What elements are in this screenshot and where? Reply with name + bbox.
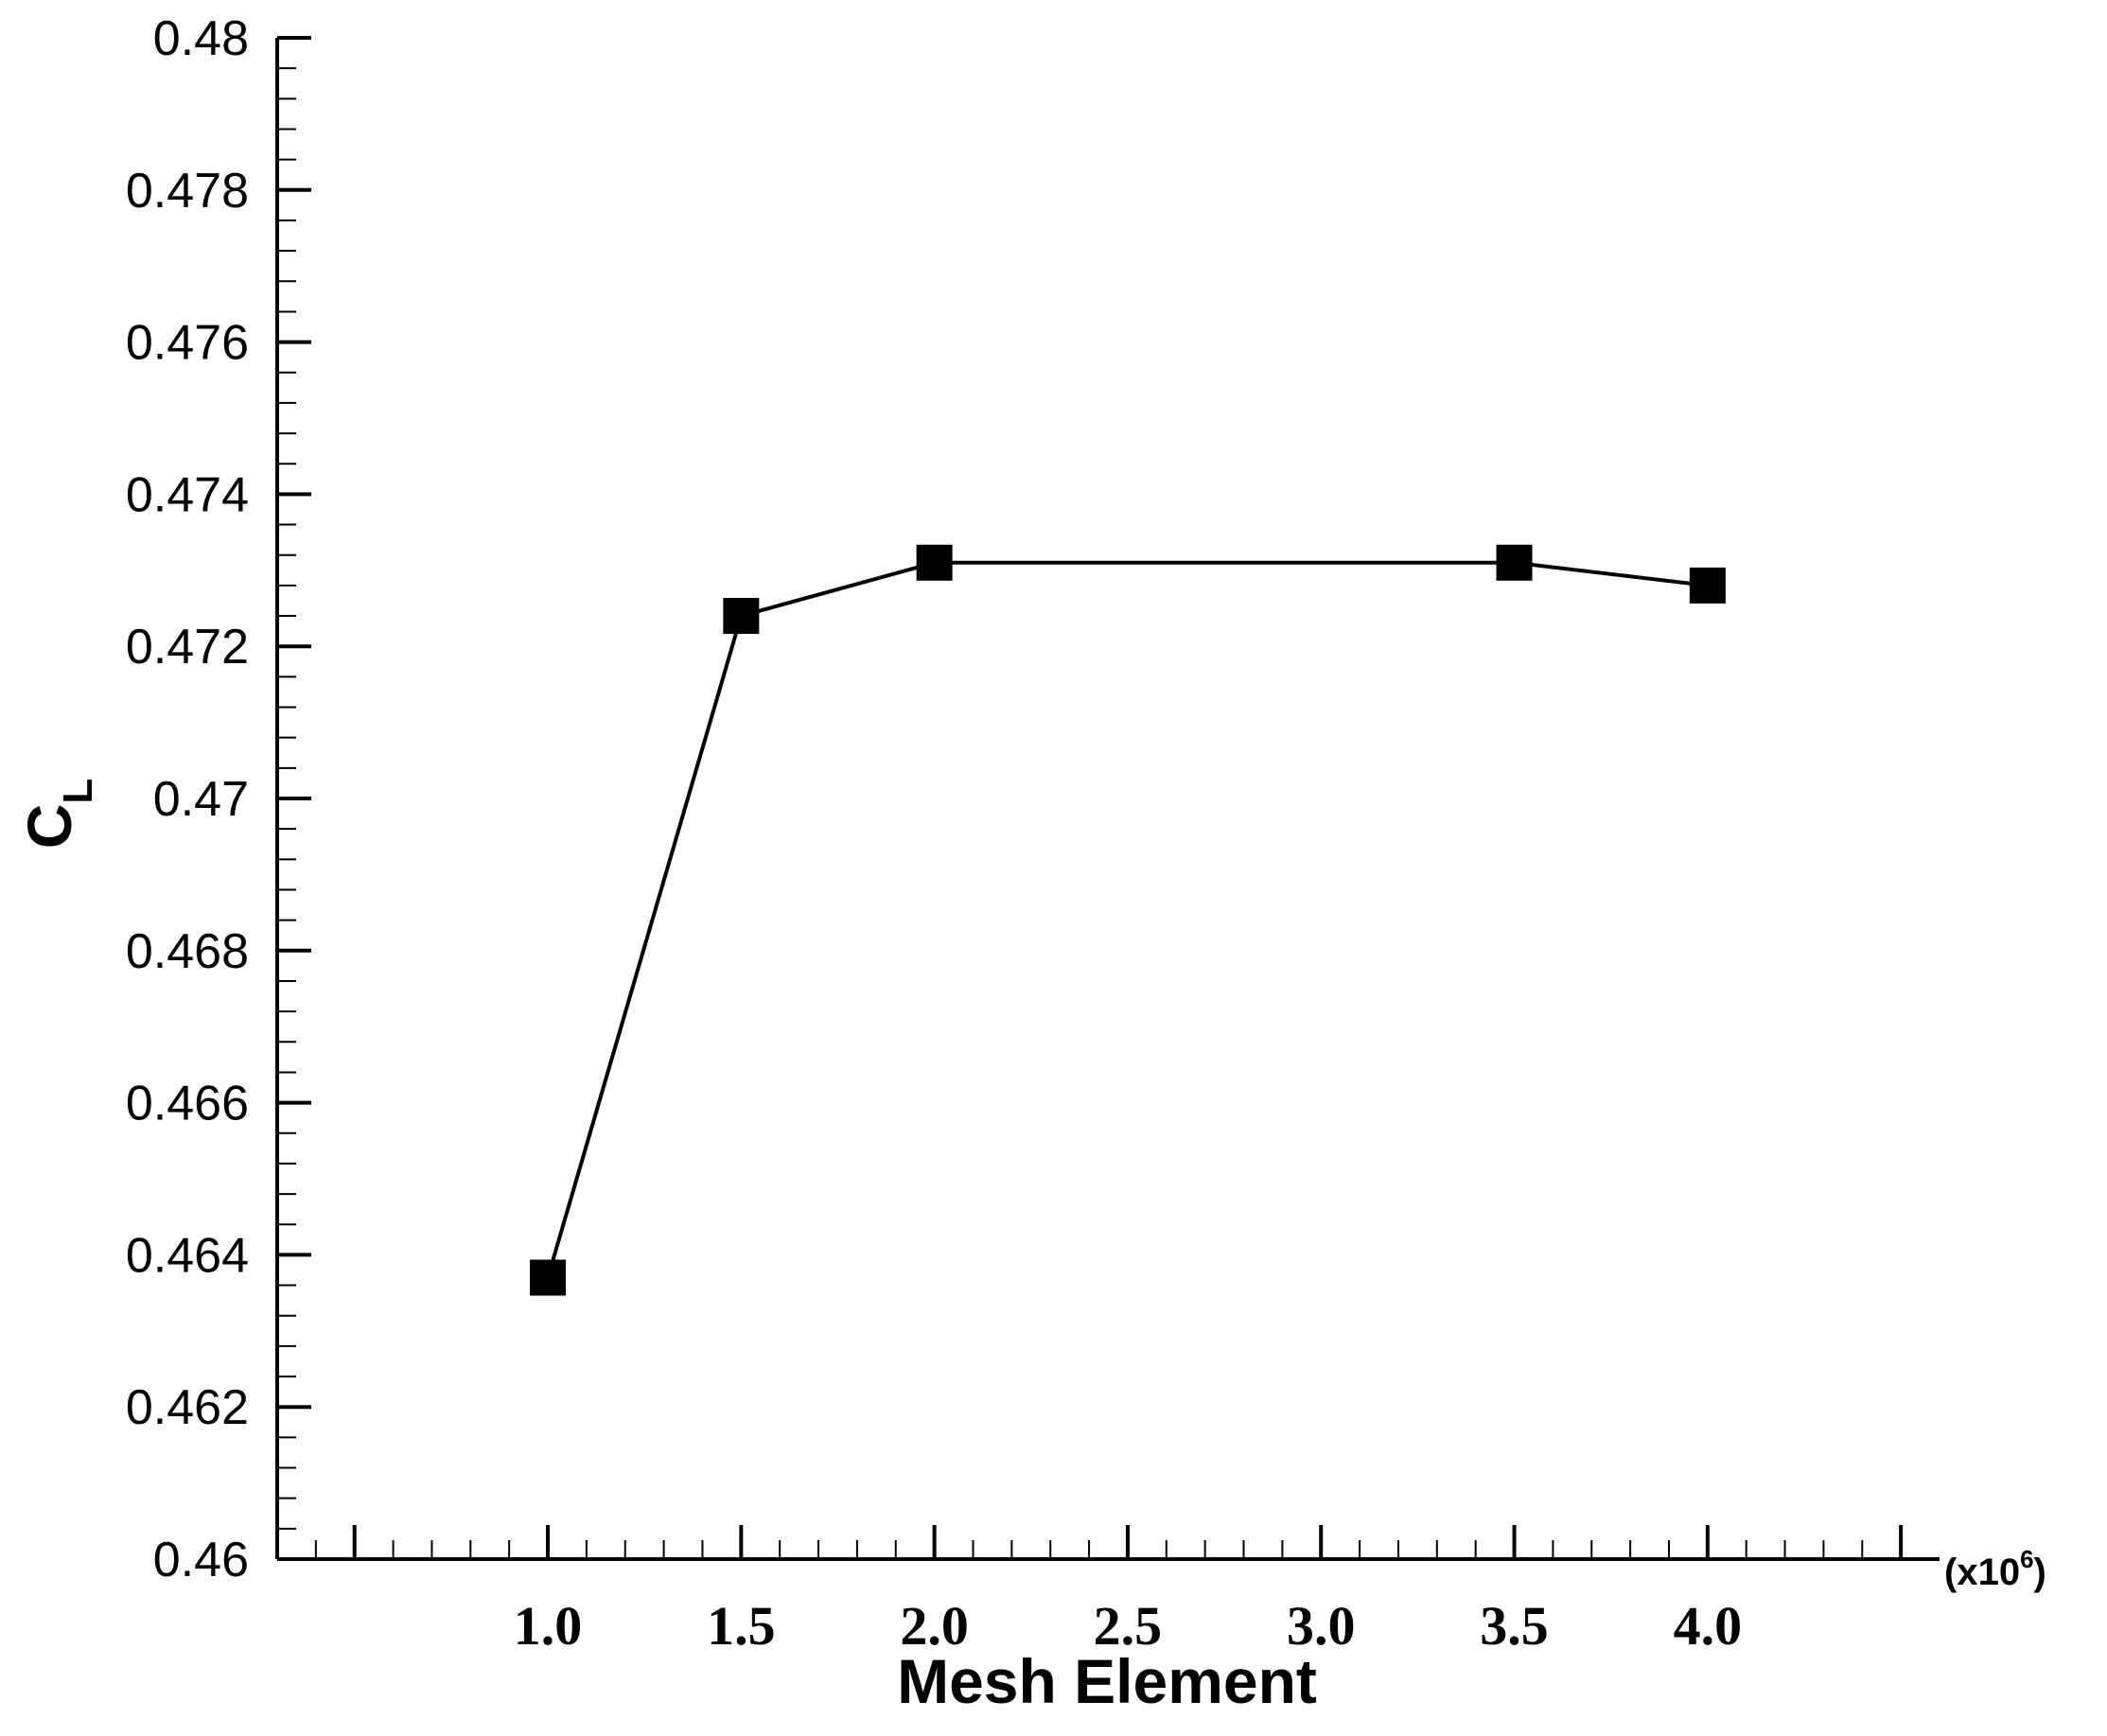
y-tick-label: 0.466 bbox=[126, 1077, 249, 1131]
x-tick-label: 3.5 bbox=[1480, 1595, 1549, 1657]
x-tick-label: 2.0 bbox=[900, 1595, 969, 1657]
series-line bbox=[546, 560, 1709, 1279]
data-point-marker bbox=[1496, 544, 1533, 581]
y-tick-labels: 0.46 0.462 0.464 0.466 0.468 0.47 0.472 0.474 0.… bbox=[126, 11, 249, 1587]
svg-text:CL: CL bbox=[14, 779, 101, 850]
y-tick-label: 0.472 bbox=[126, 620, 249, 675]
y-tick-label: 0.468 bbox=[126, 924, 249, 979]
x-tick-label: 4.0 bbox=[1674, 1595, 1743, 1657]
y-tick-label: 0.476 bbox=[126, 316, 249, 371]
y-tick-label: 0.46 bbox=[153, 1533, 249, 1587]
x-multiplier-exponent: 6 bbox=[2020, 1545, 2033, 1573]
data-point-marker bbox=[1689, 567, 1726, 604]
axes bbox=[275, 38, 1940, 1561]
y-axis-title: CL bbox=[14, 779, 101, 850]
x-axis-title: Mesh Element bbox=[897, 1646, 1317, 1716]
x-axis-multiplier: (x106) bbox=[1944, 1545, 2046, 1593]
x-tick-label: 3.0 bbox=[1287, 1595, 1356, 1657]
data-point-marker bbox=[530, 1259, 567, 1296]
y-axis-title-subscript: L bbox=[55, 779, 101, 804]
x-multiplier-base: (x10 bbox=[1944, 1552, 2020, 1593]
series bbox=[530, 544, 1726, 1296]
tick-marks bbox=[277, 36, 1904, 1561]
x-tick-label: 2.5 bbox=[1094, 1595, 1163, 1657]
y-tick-label: 0.464 bbox=[126, 1228, 249, 1283]
x-tick-labels: 1.0 1.5 2.0 2.5 3.0 3.5 4.0 bbox=[514, 1595, 1742, 1657]
y-axis-title-main: C bbox=[14, 804, 84, 850]
y-tick-label: 0.474 bbox=[126, 467, 249, 522]
y-tick-label: 0.462 bbox=[126, 1380, 249, 1435]
x-multiplier-close: ) bbox=[2034, 1552, 2046, 1593]
y-tick-label: 0.478 bbox=[126, 164, 249, 219]
x-tick-label: 1.5 bbox=[707, 1595, 776, 1657]
data-point-marker bbox=[723, 598, 760, 635]
y-tick-label: 0.48 bbox=[153, 11, 249, 66]
y-tick-label: 0.47 bbox=[153, 772, 249, 827]
data-point-marker bbox=[916, 544, 953, 581]
x-tick-label: 1.0 bbox=[514, 1595, 583, 1657]
